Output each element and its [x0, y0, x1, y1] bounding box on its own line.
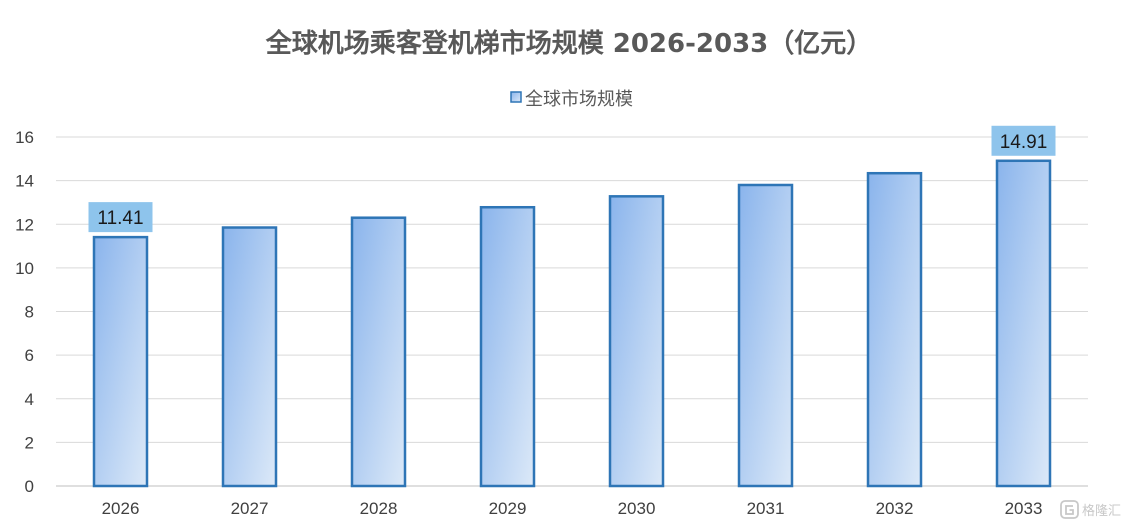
bar	[92, 235, 149, 488]
y-tick-label: 4	[25, 390, 34, 409]
data-label: 11.41	[88, 202, 153, 233]
y-tick-label: 8	[25, 303, 34, 322]
data-label-box	[88, 202, 153, 233]
data-label-text: 11.41	[97, 208, 143, 229]
y-tick-label: 10	[15, 259, 34, 278]
x-tick-label: 2026	[102, 499, 140, 518]
x-axis-ticks: 2026 2027 2028 2029 2030 2031 2032 2033	[102, 499, 1043, 518]
bar	[221, 226, 278, 488]
y-tick-label: 14	[15, 172, 34, 191]
x-tick-label: 2030	[618, 499, 656, 518]
x-tick-label: 2033	[1005, 499, 1043, 518]
bar	[350, 216, 407, 488]
bar	[866, 171, 923, 488]
watermark-text: 格隆汇	[1082, 503, 1121, 519]
data-labels: 11.41 14.91	[88, 125, 1056, 233]
y-axis-ticks: 0 2 4 6 8 10 12 14 16	[15, 128, 34, 496]
x-tick-label: 2028	[360, 499, 398, 518]
data-label: 14.91	[991, 125, 1056, 156]
y-tick-label: 6	[25, 346, 34, 365]
x-tick-label: 2032	[876, 499, 914, 518]
y-tick-label: 12	[15, 215, 34, 234]
bar	[737, 183, 794, 488]
x-tick-label: 2031	[747, 499, 785, 518]
gridlines	[56, 136, 1088, 487]
bar	[479, 205, 536, 488]
legend-label: 全球市场规模	[525, 89, 633, 110]
legend: 全球市场规模	[510, 89, 633, 110]
bars	[92, 159, 1052, 488]
chart-title: 全球机场乘客登机梯市场规模 2026-2033（亿元）	[265, 28, 873, 59]
gelonghui-logo-icon	[1060, 500, 1079, 519]
legend-swatch	[510, 91, 522, 103]
data-label-text: 14.91	[1000, 132, 1048, 153]
y-tick-label: 16	[15, 128, 34, 147]
bar	[995, 159, 1052, 488]
x-tick-label: 2027	[231, 499, 269, 518]
y-tick-label: 0	[25, 477, 34, 496]
data-label-box	[991, 125, 1056, 156]
watermark: 格隆汇	[1060, 500, 1121, 519]
y-tick-label: 2	[25, 433, 34, 452]
bar	[608, 195, 665, 488]
x-tick-label: 2029	[489, 499, 527, 518]
